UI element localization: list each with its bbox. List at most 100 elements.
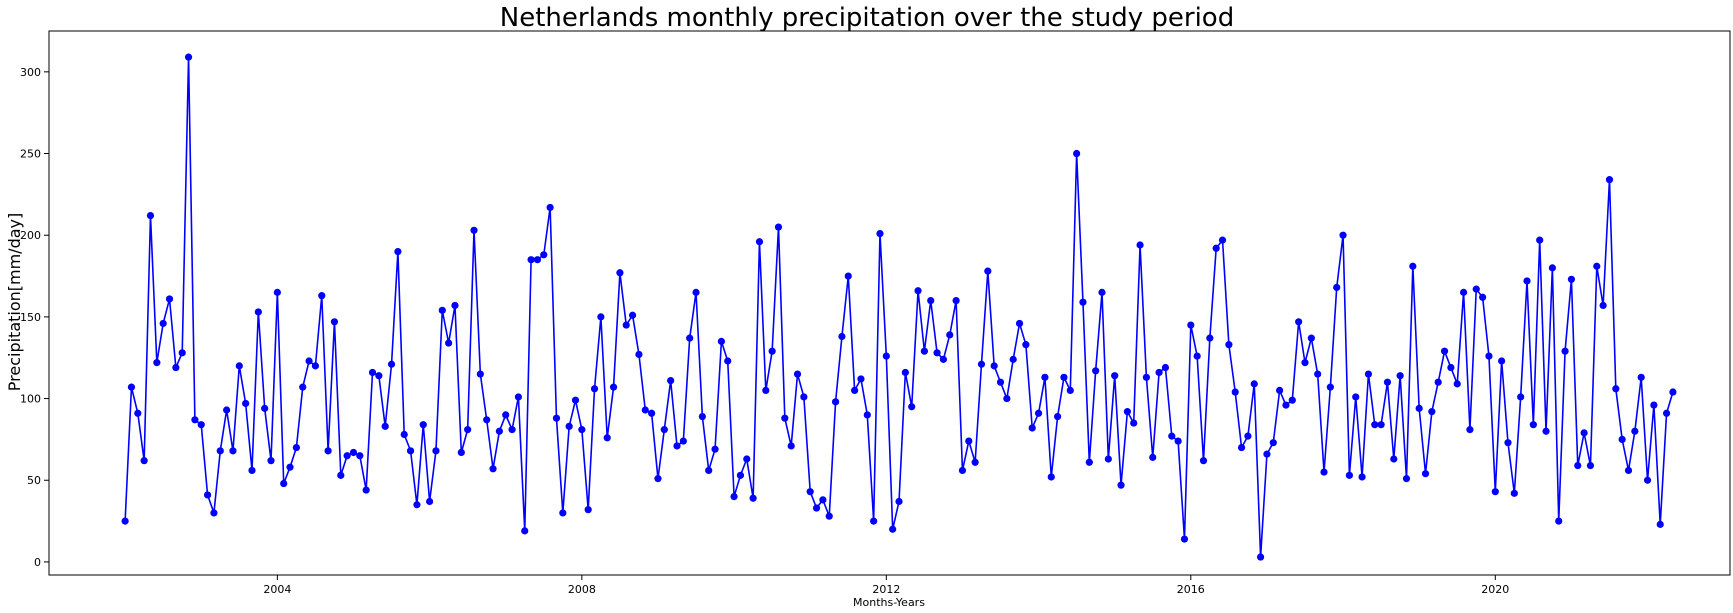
- data-point: [527, 256, 535, 264]
- data-point: [882, 352, 890, 360]
- data-point: [235, 362, 243, 370]
- data-point: [1466, 426, 1474, 434]
- data-point: [1301, 359, 1309, 367]
- data-point: [419, 421, 427, 429]
- data-point: [1326, 383, 1334, 391]
- data-point: [1345, 471, 1353, 479]
- data-point: [1009, 355, 1017, 363]
- data-point: [939, 355, 948, 363]
- data-point: [971, 458, 979, 466]
- data-point: [229, 447, 237, 455]
- data-point: [698, 412, 706, 421]
- data-point: [1250, 380, 1258, 388]
- data-point: [1624, 466, 1633, 475]
- data-point: [851, 386, 859, 394]
- data-point: [1555, 517, 1563, 525]
- data-point: [1459, 288, 1468, 296]
- data-point: [210, 509, 218, 517]
- data-point: [254, 308, 262, 316]
- data-point: [597, 313, 605, 321]
- data-point: [457, 448, 465, 457]
- data-point: [749, 494, 757, 502]
- y-tick-label: 50: [27, 474, 41, 487]
- data-point: [1174, 437, 1182, 445]
- data-point: [1593, 262, 1601, 270]
- data-point: [990, 362, 998, 370]
- data-point: [197, 421, 205, 429]
- data-point: [743, 455, 751, 463]
- data-point: [1256, 553, 1265, 561]
- data-point: [1440, 347, 1449, 355]
- data-point: [1561, 347, 1569, 355]
- data-point: [1307, 334, 1315, 342]
- data-point: [1155, 368, 1163, 377]
- data-point: [628, 311, 637, 319]
- data-point: [172, 363, 180, 372]
- data-point: [616, 269, 624, 277]
- data-point: [559, 509, 567, 517]
- data-point: [914, 287, 922, 295]
- data-point: [362, 486, 370, 494]
- data-point: [1015, 319, 1024, 328]
- data-point: [1161, 363, 1170, 372]
- data-point: [267, 457, 275, 465]
- data-point: [1111, 372, 1119, 380]
- data-point: [641, 406, 649, 414]
- data-point: [565, 422, 573, 430]
- data-point: [159, 319, 167, 328]
- data-point: [432, 447, 440, 455]
- data-point: [1193, 352, 1201, 360]
- data-point: [280, 479, 288, 488]
- data-point: [483, 416, 491, 424]
- data-point: [1358, 473, 1366, 481]
- data-point: [1333, 283, 1341, 292]
- data-point: [470, 226, 478, 234]
- data-point: [1523, 277, 1531, 285]
- data-point: [1472, 285, 1480, 293]
- data-point: [622, 321, 630, 329]
- data-point: [305, 357, 313, 365]
- data-point: [1479, 293, 1487, 301]
- data-point: [654, 475, 662, 483]
- data-point: [1098, 288, 1106, 296]
- data-point: [324, 447, 332, 455]
- data-point: [660, 426, 668, 434]
- data-point: [977, 360, 986, 368]
- data-point: [730, 492, 738, 501]
- data-point: [1612, 385, 1620, 393]
- data-point: [1529, 421, 1537, 429]
- series-points: [121, 53, 1677, 561]
- data-point: [584, 506, 592, 514]
- data-point: [686, 334, 694, 342]
- data-point: [1123, 408, 1131, 416]
- chart-title: Netherlands monthly precipitation over t…: [500, 3, 1234, 33]
- data-point: [844, 272, 852, 280]
- data-point: [1295, 318, 1303, 326]
- data-point: [1149, 453, 1157, 461]
- y-tick-label: 200: [20, 229, 41, 242]
- data-point: [920, 347, 928, 355]
- data-point: [1060, 373, 1068, 381]
- data-point: [1428, 408, 1436, 416]
- data-point: [1180, 535, 1189, 543]
- data-point: [495, 427, 503, 435]
- data-point: [1314, 370, 1322, 378]
- data-point: [857, 375, 865, 383]
- data-point: [736, 471, 745, 479]
- x-tick-label: 2012: [872, 583, 900, 596]
- data-point: [464, 426, 472, 434]
- data-point: [349, 448, 358, 457]
- data-point: [1643, 476, 1652, 484]
- data-point: [502, 411, 510, 419]
- data-point: [381, 422, 389, 430]
- data-point: [146, 212, 155, 220]
- y-tick-label: 300: [20, 66, 41, 79]
- data-point: [762, 386, 770, 394]
- data-point: [1669, 388, 1677, 396]
- data-point: [692, 288, 700, 296]
- data-point: [521, 527, 529, 535]
- data-point: [635, 350, 643, 359]
- data-point: [1282, 401, 1290, 409]
- data-point: [1599, 301, 1607, 310]
- data-point: [984, 267, 992, 275]
